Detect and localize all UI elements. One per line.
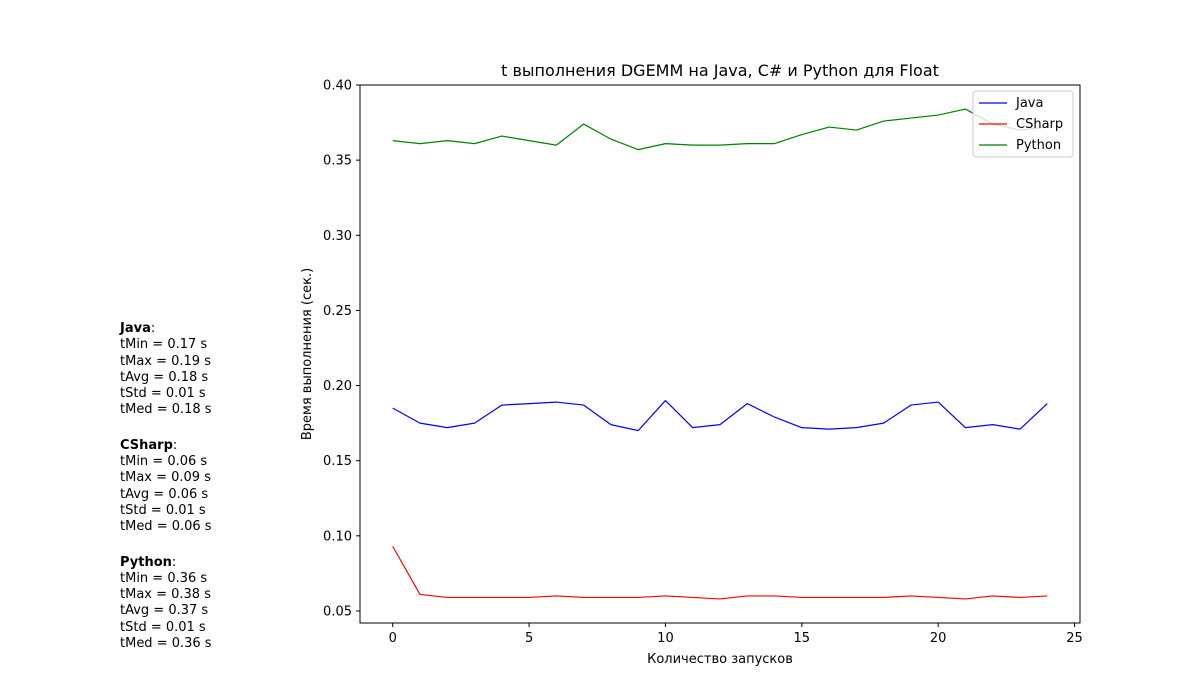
x-axis-label: Количество запусков bbox=[647, 652, 793, 667]
y-tick-label: 0.30 bbox=[323, 229, 352, 244]
legend-label-java: Java bbox=[1015, 96, 1043, 111]
legend-label-python: Python bbox=[1016, 138, 1061, 153]
y-tick-label: 0.40 bbox=[323, 79, 352, 94]
y-tick-label: 0.25 bbox=[323, 304, 352, 319]
x-tick-label: 0 bbox=[389, 631, 397, 646]
stats-java: Java: tMin = 0.17 s tMax = 0.19 s tAvg =… bbox=[120, 321, 212, 418]
stats-csharp-tmin: tMin = 0.06 s bbox=[120, 454, 208, 470]
stats-csharp: CSharp: tMin = 0.06 s tMax = 0.09 s tAvg… bbox=[120, 437, 212, 535]
y-axis-label: Время выполнения (сек.) bbox=[300, 268, 315, 440]
y-axis: 0.05 0.10 0.15 0.20 0.25 0.30 0.35 0.40 bbox=[323, 79, 360, 619]
plot-lines bbox=[392, 108, 1048, 600]
plot-frame bbox=[359, 84, 1081, 624]
stats-python-tavg: tAvg = 0.37 s bbox=[120, 603, 209, 619]
stats-python-name: Python bbox=[120, 554, 172, 570]
stats-csharp-tmax: tMax = 0.09 s bbox=[120, 470, 211, 486]
legend-box bbox=[972, 90, 1074, 158]
stats-csharp-tstd: tStd = 0.01 s bbox=[120, 502, 206, 518]
stats-python-tstd: tStd = 0.01 s bbox=[120, 619, 206, 635]
stats-python-tmin: tMin = 0.36 s bbox=[120, 570, 208, 586]
x-tick-label: 10 bbox=[657, 631, 674, 646]
stats-python: Python: tMin = 0.36 s tMax = 0.38 s tAvg… bbox=[120, 554, 212, 652]
legend-label-csharp: CSharp bbox=[1016, 117, 1063, 132]
chart-title: t выполнения DGEMM на Java, C# и Python … bbox=[501, 61, 939, 80]
stats-java-tmax: tMax = 0.19 s bbox=[120, 353, 211, 369]
x-tick-label: 15 bbox=[794, 631, 811, 646]
stats-panel: Java: tMin = 0.17 s tMax = 0.19 s tAvg =… bbox=[120, 321, 212, 671]
stats-python-tmed: tMed = 0.36 s bbox=[120, 636, 212, 652]
series-line-csharp bbox=[392, 546, 1048, 600]
stats-java-tmed: tMed = 0.18 s bbox=[120, 402, 212, 418]
stats-java-tmin: tMin = 0.17 s bbox=[120, 337, 208, 353]
y-tick-label: 0.20 bbox=[323, 379, 352, 394]
x-tick-label: 20 bbox=[930, 631, 947, 646]
series-line-java bbox=[392, 399, 1048, 432]
stats-csharp-name: CSharp bbox=[120, 437, 173, 453]
y-tick-label: 0.10 bbox=[323, 529, 352, 544]
x-tick-label: 5 bbox=[525, 631, 533, 646]
x-tick-label: 25 bbox=[1066, 631, 1083, 646]
stats-java-tavg: tAvg = 0.18 s bbox=[120, 369, 209, 385]
stats-python-tmax: tMax = 0.38 s bbox=[120, 587, 211, 603]
stats-java-tstd: tStd = 0.01 s bbox=[120, 386, 206, 402]
y-tick-label: 0.05 bbox=[323, 604, 352, 619]
y-tick-label: 0.15 bbox=[323, 454, 352, 469]
y-tick-label: 0.35 bbox=[323, 154, 352, 169]
stats-csharp-tmed: tMed = 0.06 s bbox=[120, 519, 212, 535]
series-line-python bbox=[392, 108, 1048, 151]
stats-csharp-tavg: tAvg = 0.06 s bbox=[120, 486, 209, 502]
stats-java-name: Java bbox=[120, 321, 151, 336]
x-axis: 0 5 10 15 20 25 bbox=[389, 623, 1083, 646]
legend: Java CSharp Python bbox=[972, 90, 1074, 158]
